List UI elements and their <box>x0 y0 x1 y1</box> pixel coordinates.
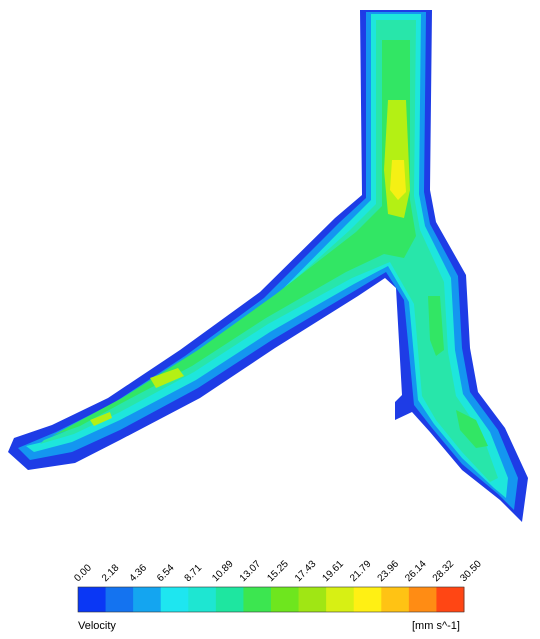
colorbar-tick-label: 15.25 <box>265 558 291 584</box>
colorbar-units: [mm s^-1] <box>412 620 460 632</box>
colorbar-tick-label: 4.36 <box>127 562 149 584</box>
colorbar-segment <box>271 587 300 612</box>
colorbar-tick-label: 10.89 <box>210 558 236 584</box>
colorbar-tick-label: 8.71 <box>183 562 205 584</box>
vessel-velocity-band <box>26 14 508 498</box>
colorbar-tick-label: 19.61 <box>320 558 346 584</box>
colorbar-border <box>77 586 465 613</box>
vessel-velocity-band <box>150 368 184 388</box>
colorbar-segment <box>353 587 382 612</box>
colorbar-tick-label: 17.43 <box>293 558 319 584</box>
colorbar-segment <box>133 587 162 612</box>
colorbar-tick-label: 6.54 <box>155 562 177 584</box>
colorbar-segment <box>160 587 189 612</box>
colorbar-segment <box>408 587 437 612</box>
vessel-velocity-band <box>90 412 112 426</box>
vessel-velocity-band <box>428 296 444 356</box>
colorbar-segment <box>243 587 272 612</box>
colorbar-tick-label: 26.14 <box>403 558 429 584</box>
colorbar-tick-label: 2.18 <box>100 562 122 584</box>
colorbar-segment <box>105 587 134 612</box>
vessel-velocity-band <box>390 160 406 200</box>
colorbar-segment <box>436 587 465 612</box>
vessel-velocity-band <box>18 12 518 510</box>
colorbar-tick-label: 13.07 <box>238 558 264 584</box>
colorbar-tick-label: 28.32 <box>431 558 457 584</box>
colorbar-segment <box>78 587 107 612</box>
velocity-contour-plot <box>8 10 528 522</box>
bifurcating-vessel <box>8 10 528 522</box>
colorbar-segment <box>326 587 355 612</box>
colorbar-segment <box>188 587 217 612</box>
velocity-colorbar-legend: 0.00 2.18 4.36 6.54 8.71 10.89 13.07 15.25 17.43… <box>72 558 484 613</box>
colorbar-tick-labels: 0.00 2.18 4.36 6.54 8.71 10.89 13.07 15.25 17.43… <box>72 558 484 584</box>
colorbar-segment <box>215 587 244 612</box>
vessel-velocity-band <box>456 410 488 448</box>
colorbar-segment <box>298 587 327 612</box>
colorbar-tick-label: 23.96 <box>376 558 402 584</box>
colorbar-title: Velocity <box>78 620 116 632</box>
colorbar-segment <box>381 587 410 612</box>
colorbar-tick-label: 21.79 <box>348 558 374 584</box>
colorbar-tick-label: 0.00 <box>72 562 94 584</box>
colorbar <box>77 586 465 613</box>
colorbar-tick-label: 30.50 <box>458 558 484 584</box>
vessel-velocity-band <box>384 100 410 218</box>
